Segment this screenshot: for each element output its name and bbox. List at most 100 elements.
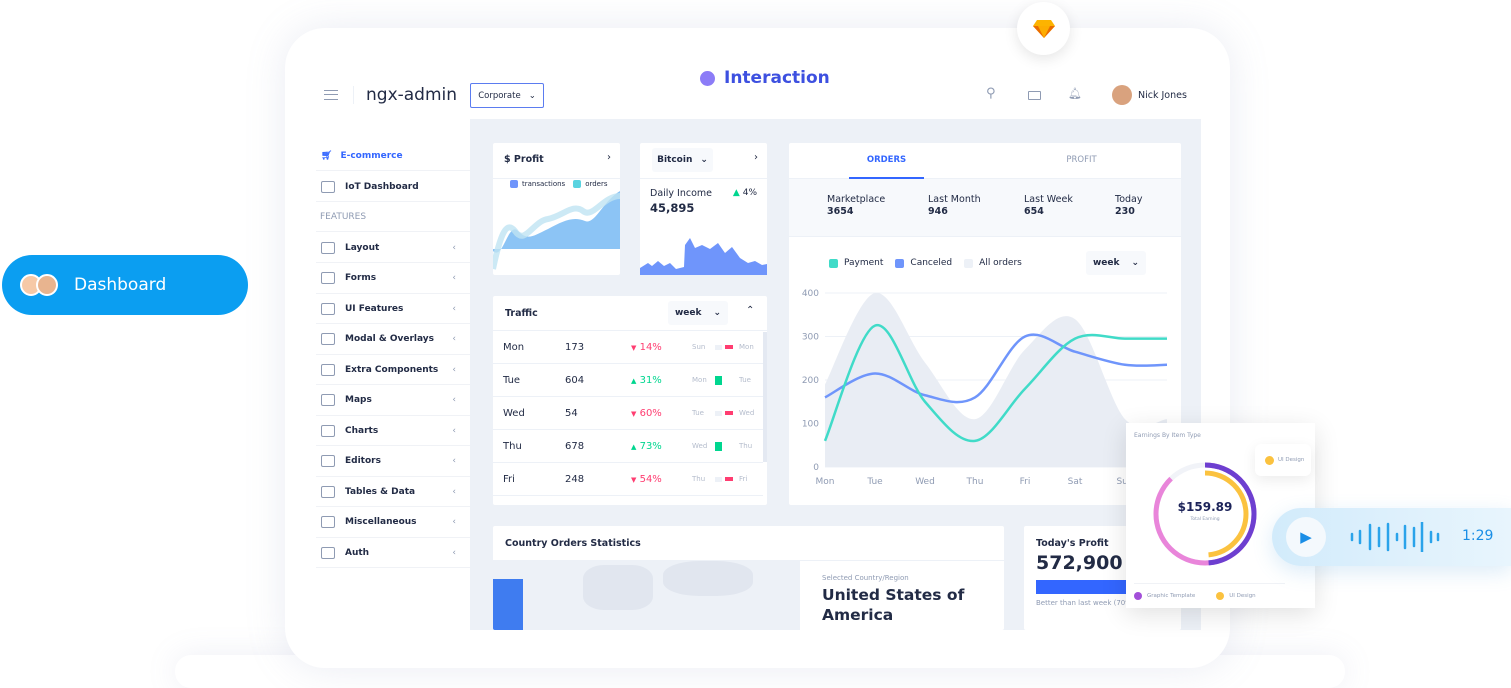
dot-icon [700,70,715,86]
stat-value: 654 [1024,206,1044,217]
sidebar-item-label: Forms [345,273,377,283]
sidebar-item-charts[interactable]: Charts ‹ [316,416,470,446]
traffic-cur-day: Fri [739,475,748,483]
sidebar-item-ui-features[interactable]: UI Features ‹ [316,294,470,324]
order-stat: Today 230 [1115,194,1142,217]
sidebar-item-extra-components[interactable]: Extra Components ‹ [316,355,470,385]
x-tick-label: Sat [1068,477,1083,487]
traffic-row: Mon 173 ▼ 14% Sun Mon [493,331,763,364]
mail-icon[interactable] [1028,91,1041,100]
app-name[interactable]: ngx-admin [366,85,458,105]
profit-legend: transactions orders [510,180,608,188]
sidebar-item-forms[interactable]: Forms ‹ [316,264,470,294]
traffic-prev-day: Wed [692,442,708,450]
stat-value: 946 [928,206,948,217]
chart-legend: Payment Canceled All orders [829,258,1022,268]
audio-player: ▶ 1:29 [1272,508,1511,566]
tab-profit[interactable]: PROFIT [1066,155,1097,165]
chevron-right-icon[interactable]: › [754,152,758,163]
series-canceled [824,333,1168,404]
sidebar-item-miscellaneous[interactable]: Miscellaneous ‹ [316,508,470,538]
chevron-right-icon[interactable]: › [607,152,611,163]
chevron-down-icon: ⌄ [1131,258,1140,268]
sidebar-item-e-commerce[interactable]: 🛒︎ E-commerce [316,141,470,171]
traffic-bar [725,345,733,349]
user-name[interactable]: Nick Jones [1138,90,1187,101]
chevron-left-icon: ‹ [452,334,456,344]
sidebar-item-iot-dashboard[interactable]: IoT Dashboard [316,172,470,202]
earnings-sub: Total Earning [1190,517,1220,522]
stat-value: 230 [1115,206,1135,217]
menu-item-icon [321,394,335,406]
bell-icon[interactable]: 🔔︎ [1068,87,1082,100]
arrow-down-icon: ▼ [631,475,637,484]
country-card: Country Orders Statistics Selected Count… [493,526,1004,630]
traffic-prev-day: Mon [692,376,707,384]
x-tick-label: Thu [966,477,984,487]
sidebar-item-modal-overlays[interactable]: Modal & Overlays ‹ [316,325,470,355]
traffic-value: 173 [565,341,585,353]
sidebar-item-maps[interactable]: Maps ‹ [316,386,470,416]
traffic-bar [715,375,722,385]
traffic-value: 248 [565,473,585,485]
sketch-logo-icon [1017,2,1070,55]
profit-chart [493,191,620,270]
x-tick-label: Fri [1020,477,1031,487]
orders-chart: 0 100 200 300 400 Mon Tue Wed Thu Fri Sat Sun [802,289,1168,487]
traffic-bar [725,378,733,382]
y-tick-label: 100 [802,420,819,430]
traffic-cur-day: Thu [739,442,753,450]
sidebar-item-label: Editors [345,456,381,466]
traffic-bar [725,411,733,415]
play-button[interactable]: ▶ [1286,517,1326,557]
sidebar-item-label: IoT Dashboard [345,181,419,192]
sidebar-item-layout[interactable]: Layout ‹ [316,233,470,263]
menu-item-icon [321,455,335,467]
features-heading: FEATURES [316,202,470,232]
traffic-row: Fri 248 ▼ 54% Thu Fri [493,463,763,496]
chevron-down-icon: ⌄ [528,90,536,101]
selected-country-label: Selected Country/Region [822,574,909,582]
currency-select[interactable]: Bitcoin ⌄ [652,148,713,172]
traffic-period-select[interactable]: week ⌄ [668,301,728,325]
menu-icon[interactable] [324,90,338,100]
chevron-up-icon[interactable]: ⌃ [746,305,755,316]
menu-item-icon [321,485,335,498]
traffic-bar [715,410,722,416]
dashboard-badge: Dashboard [2,255,248,315]
theme-select[interactable]: Corporate ⌄ [470,83,544,108]
y-tick-label: 200 [802,376,819,386]
theme-label: Corporate [478,90,521,101]
sidebar-item-editors[interactable]: Editors ‹ [316,447,470,477]
menu-item-icon [321,272,335,284]
todays-profit-value: 572,900 [1036,552,1123,574]
stat-value: 3654 [827,206,854,217]
legend-transactions: transactions [522,180,566,188]
sidebar-item-label: Modal & Overlays [345,334,435,344]
traffic-change: 73% [639,440,662,452]
orders-period-select[interactable]: week ⌄ [1086,251,1146,275]
traffic-value: 604 [565,374,585,386]
legend-payment: Payment [844,258,884,268]
legend-orders: orders [585,180,608,188]
stat-label: Marketplace [827,194,886,205]
chevron-down-icon: ⌄ [713,308,722,318]
avatar [36,274,58,296]
sidebar-item-tables-data[interactable]: Tables & Data ‹ [316,477,470,507]
arrow-up-icon: ▲ [631,442,637,451]
menu-item-icon [321,546,335,559]
tab-orders[interactable]: ORDERS [849,155,924,179]
traffic-row: Wed 54 ▼ 60% Tue Wed [493,397,763,430]
chevron-left-icon: ‹ [452,547,456,558]
chevron-left-icon: ‹ [452,273,456,283]
scrollbar[interactable] [763,332,767,462]
search-icon[interactable]: ⚲ [986,86,996,101]
cart-icon: 🛒︎ [321,150,333,161]
arrow-up-icon: ▲ [631,376,637,385]
sidebar-item-label: Tables & Data [345,486,416,497]
sidebar-item-auth[interactable]: Auth ‹ [316,538,470,568]
x-tick-label: Tue [866,477,883,487]
world-map[interactable] [493,561,800,630]
user-avatar[interactable] [1112,85,1132,105]
menu-item-icon [321,241,335,254]
